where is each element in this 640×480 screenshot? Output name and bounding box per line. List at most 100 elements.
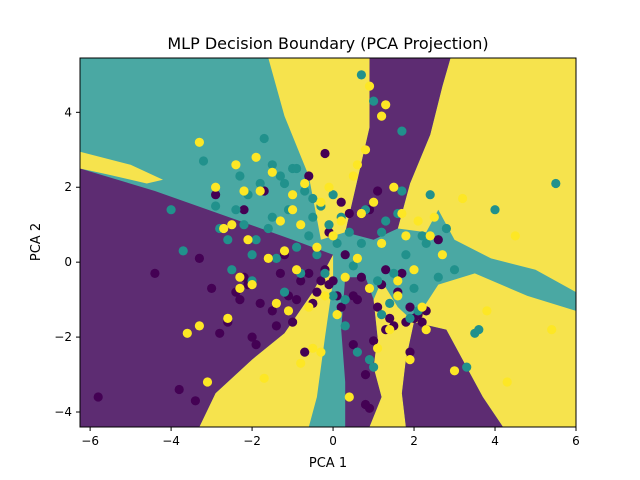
data-point-class-0 [336,197,346,207]
data-point-class-2 [194,137,204,147]
data-point-class-1 [292,242,302,252]
x-tick-label: 4 [491,434,499,448]
data-point-class-2 [397,208,407,219]
data-point-class-2 [247,280,257,290]
data-point-class-2 [336,216,346,226]
data-point-class-2 [316,197,326,207]
data-point-class-2 [296,220,306,230]
data-point-class-0 [356,272,366,282]
data-point-class-1 [247,250,257,260]
data-point-class-2 [263,253,273,263]
data-point-class-0 [300,347,310,357]
data-point-class-2 [344,392,354,402]
decision-region-class-2-9 [80,151,163,184]
data-point-class-2 [235,272,245,282]
data-point-class-0 [150,268,160,278]
data-point-class-1 [211,201,221,211]
x-axis-ticks: −6 −4 −2 0 2 4 6 [81,427,580,448]
data-point-class-2 [437,250,447,260]
data-point-class-0 [316,276,326,286]
data-point-class-2 [308,343,318,353]
data-point-class-2 [482,306,492,316]
data-point-class-1 [259,133,269,144]
data-point-class-1 [433,272,443,282]
data-point-class-2 [360,145,371,155]
data-point-class-2 [405,355,415,365]
data-point-class-1 [389,268,399,278]
data-point-class-2 [304,302,314,312]
data-point-class-2 [401,231,411,241]
data-point-class-1 [340,295,350,305]
data-point-class-0 [373,186,383,196]
x-tick-label: 6 [572,434,580,448]
data-point-class-1 [405,313,415,323]
y-tick-label: −2 [54,330,72,344]
data-point-class-2 [255,186,265,196]
data-point-class-0 [255,298,265,308]
x-tick-label: −2 [243,434,261,448]
data-point-class-0 [174,384,184,395]
data-point-class-1 [231,205,241,215]
data-point-class-1 [462,362,472,372]
data-point-class-0 [344,208,354,219]
data-point-class-0 [275,268,285,278]
data-point-class-2 [328,231,338,241]
data-point-class-1 [397,126,407,136]
data-point-class-2 [393,291,403,301]
data-point-class-2 [267,167,277,177]
data-point-class-1 [344,227,354,237]
data-point-class-1 [304,231,314,241]
data-point-class-2 [271,298,281,308]
data-point-class-1 [397,186,407,196]
data-point-class-1 [377,310,387,320]
data-point-class-2 [352,253,362,263]
data-point-class-1 [373,276,383,286]
data-point-class-1 [551,178,561,189]
data-point-class-2 [182,328,192,338]
data-point-class-1 [223,235,233,245]
data-point-class-2 [356,208,366,219]
data-point-class-0 [190,396,200,406]
decision-region-class-2-8 [268,58,370,240]
data-point-class-0 [251,340,261,350]
data-point-class-1 [267,160,277,170]
data-point-class-0 [211,190,221,200]
data-point-class-2 [279,246,290,256]
x-tick-label: 0 [329,434,337,448]
data-point-class-1 [385,298,395,308]
data-point-class-0 [296,276,306,286]
data-point-class-1 [275,171,285,181]
data-point-class-2 [421,325,431,335]
data-point-class-1 [328,291,338,301]
data-point-class-2 [377,238,387,248]
data-point-class-1 [364,355,375,365]
data-point-class-2 [202,377,213,387]
data-point-class-1 [320,268,330,278]
x-tick-label: 2 [410,434,418,448]
data-point-class-0 [405,347,415,357]
data-point-class-2 [283,306,294,316]
data-point-class-1 [348,261,358,271]
decision-region-class-2-1 [199,254,334,427]
decision-region-class-2-6 [397,58,576,293]
data-point-class-2 [449,366,460,376]
data-point-class-2 [275,216,285,226]
data-point-class-2 [364,81,375,91]
data-point-class-0 [304,268,314,278]
data-point-class-1 [449,265,460,275]
data-point-class-1 [441,223,451,234]
data-point-class-0 [348,291,358,301]
data-point-class-0 [247,332,257,342]
data-point-class-1 [308,212,318,222]
data-point-class-2 [340,272,350,282]
data-point-class-1 [340,321,350,331]
data-point-class-0 [433,235,443,245]
data-point-class-2 [243,235,253,245]
data-point-class-2 [510,231,520,241]
data-point-class-1 [235,171,245,181]
data-point-class-2 [369,197,379,207]
data-point-class-1 [312,250,322,260]
data-point-class-0 [215,328,225,338]
data-point-class-2 [223,313,233,323]
data-point-class-1 [279,287,290,297]
